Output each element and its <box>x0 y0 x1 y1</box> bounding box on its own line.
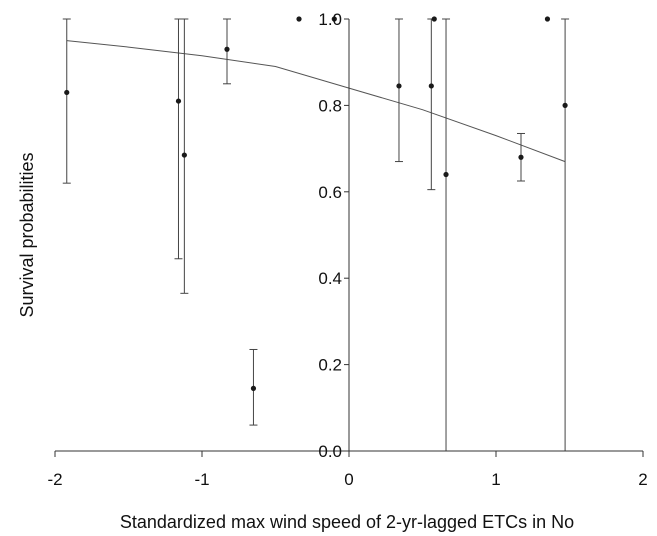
data-point <box>250 385 257 391</box>
x-tick-label: 0 <box>344 470 353 489</box>
x-tick-label: 1 <box>491 470 500 489</box>
y-tick-label: 0.6 <box>318 183 342 202</box>
y-tick-label: 0.8 <box>318 96 342 115</box>
y-tick-label: 0.2 <box>318 356 342 375</box>
data-point <box>428 83 434 89</box>
y-tick-label: 0.0 <box>318 442 342 461</box>
error-bars-layer <box>62 18 570 452</box>
y-tick-label: 0.4 <box>318 269 342 288</box>
data-point <box>431 16 437 22</box>
x-tick-label: 2 <box>638 470 647 489</box>
fit-curve-layer <box>66 40 566 163</box>
data-point <box>518 154 524 160</box>
y-axis-title: Survival probabilities <box>17 152 37 317</box>
x-axis-title: Standardized max wind speed of 2-yr-lagg… <box>120 512 574 532</box>
axes-layer: -2 -1 0 1 2 0.0 0.2 0.4 0.6 0.8 1.0 <box>47 10 647 489</box>
data-point <box>544 16 551 22</box>
x-tick-label: -2 <box>47 470 62 489</box>
data-points-layer <box>64 16 568 391</box>
data-point <box>562 102 568 108</box>
data-point <box>396 83 402 89</box>
data-point <box>443 171 449 178</box>
data-point <box>331 16 337 22</box>
data-point <box>224 46 230 52</box>
data-point <box>64 89 70 96</box>
data-point <box>181 152 187 158</box>
x-tick-label: -1 <box>194 470 209 489</box>
fit-curve <box>66 40 566 163</box>
data-point <box>296 16 302 22</box>
data-point <box>175 98 182 104</box>
y-tick-label: 1.0 <box>318 10 342 29</box>
